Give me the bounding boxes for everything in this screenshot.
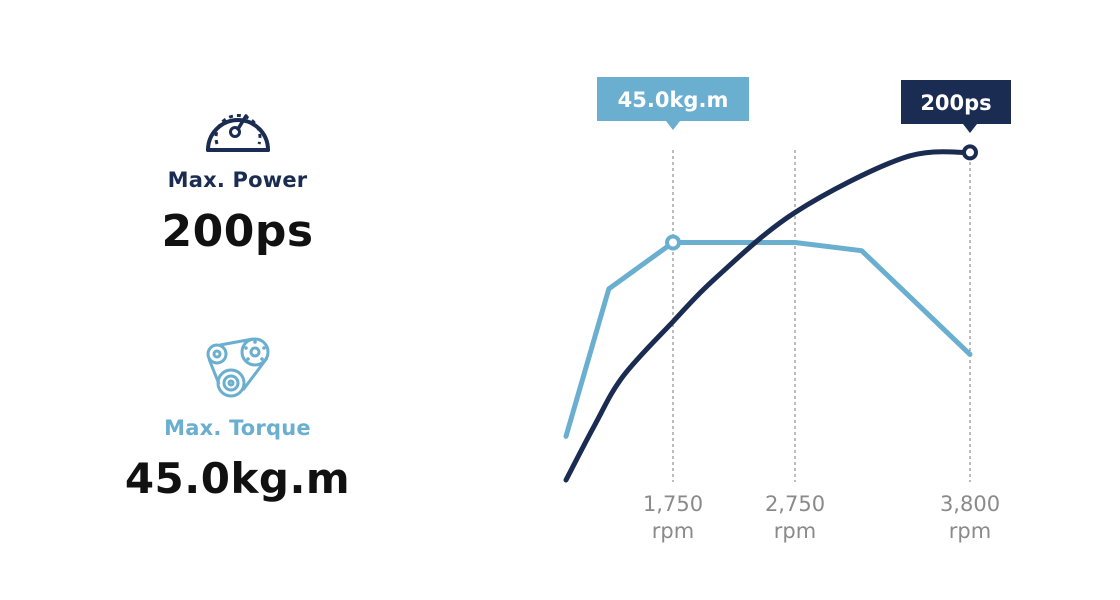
torque-callout-label: 45.0kg.m xyxy=(618,88,729,112)
x-tick-unit: rpm xyxy=(652,519,694,543)
max-torque-value: 45.0kg.m xyxy=(124,454,351,503)
speedometer-icon xyxy=(205,113,270,152)
x-tick-label: 1,750 xyxy=(643,492,703,516)
max-power-value: 200ps xyxy=(161,206,314,257)
power-callout-box xyxy=(901,80,1011,124)
power-callout-label: 200ps xyxy=(920,91,991,115)
max-torque-label: Max. Torque xyxy=(164,416,311,440)
x-tick-unit: rpm xyxy=(774,519,816,543)
belt-pulley-icon xyxy=(206,337,269,398)
max-torque-block: Max. Torque 45.0kg.m xyxy=(100,334,375,503)
x-tick-label: 2,750 xyxy=(765,492,825,516)
max-power-block: Max. Power 200ps xyxy=(100,88,375,257)
x-tick-label: 3,800 xyxy=(940,492,1000,516)
torque-peak-marker xyxy=(665,234,681,251)
power-peak-marker xyxy=(962,144,978,161)
torque-callout-pointer xyxy=(666,121,680,130)
max-power-label: Max. Power xyxy=(167,168,308,192)
torque-series-line xyxy=(563,239,973,439)
x-tick-unit: rpm xyxy=(949,519,991,543)
torque-callout-box xyxy=(597,77,749,121)
power-callout-pointer xyxy=(963,124,977,133)
power-series-line xyxy=(563,149,973,483)
